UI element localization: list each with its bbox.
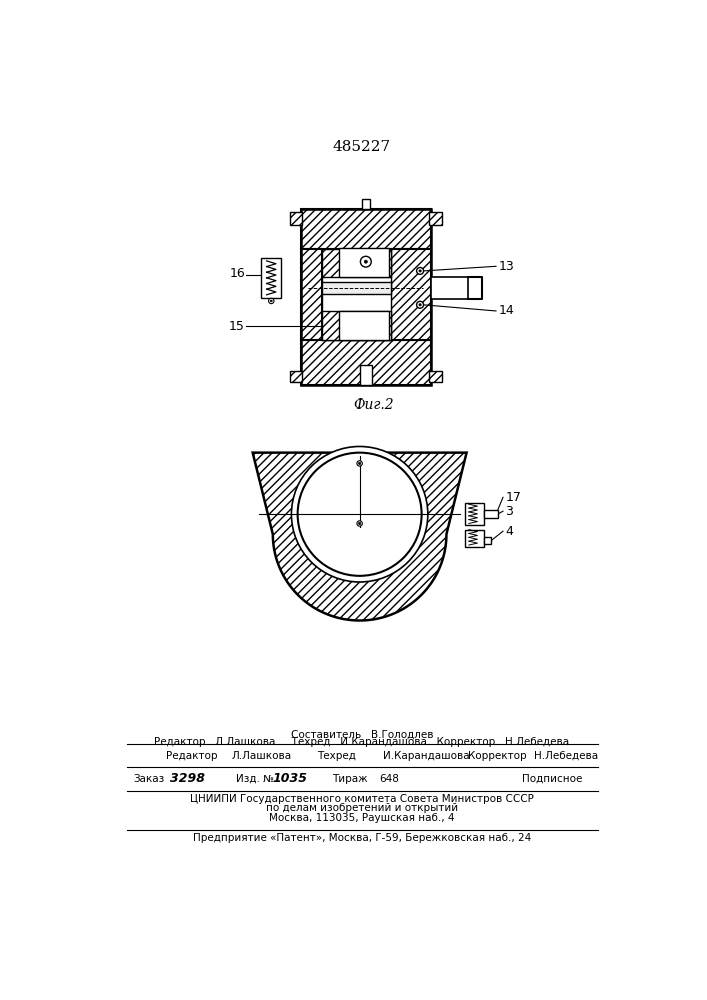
Bar [484, 537, 491, 544]
Text: ЦНИИПИ Государственного комитета Совета Министров СССР: ЦНИИПИ Государственного комитета Совета … [190, 794, 534, 804]
Bar [290, 371, 303, 382]
Bar [429, 212, 442, 225]
Circle shape [358, 522, 361, 525]
Text: 13: 13 [499, 260, 515, 273]
Bar [429, 371, 442, 382]
Circle shape [419, 270, 421, 272]
Text: 17: 17 [506, 491, 521, 504]
Bar [339, 311, 389, 340]
Bar [261, 258, 281, 298]
Bar [339, 248, 389, 277]
Circle shape [361, 256, 371, 267]
Text: 1035: 1035 [272, 772, 307, 785]
Text: Фиг.2: Фиг.2 [354, 398, 394, 412]
Circle shape [270, 300, 272, 302]
Text: Москва, 113035, Раушская наб., 4: Москва, 113035, Раушская наб., 4 [269, 813, 455, 823]
Text: Предприятие «Патент», Москва, Г-59, Бережковская наб., 24: Предприятие «Патент», Москва, Г-59, Бере… [193, 833, 531, 843]
Text: Подписное: Подписное [522, 774, 583, 784]
Circle shape [416, 267, 423, 274]
Bar [322, 282, 391, 294]
Bar [290, 212, 303, 225]
Text: Н.Лебедева: Н.Лебедева [534, 751, 598, 761]
Circle shape [357, 521, 363, 526]
Circle shape [364, 260, 368, 263]
Bar [300, 209, 431, 385]
Circle shape [419, 304, 421, 306]
Circle shape [357, 461, 363, 466]
Bar [391, 249, 431, 340]
Bar [300, 340, 431, 385]
Circle shape [416, 301, 423, 308]
Bar [360, 365, 372, 385]
Text: 485227: 485227 [333, 140, 391, 154]
Text: И.Карандашова: И.Карандашова [383, 751, 469, 761]
Text: 3298: 3298 [170, 772, 205, 785]
Polygon shape [252, 453, 467, 620]
Bar [431, 277, 468, 299]
Text: Л.Лашкова: Л.Лашкова [232, 751, 292, 761]
Text: Составитель   В.Голодлев: Составитель В.Голодлев [291, 729, 433, 739]
Text: 648: 648 [379, 774, 399, 784]
Text: по делам изобретений и открытий: по делам изобретений и открытий [266, 803, 458, 813]
Text: Редактор: Редактор [166, 751, 217, 761]
Text: 15: 15 [229, 320, 245, 333]
Text: 14: 14 [499, 304, 515, 317]
Text: Корректор: Корректор [468, 751, 527, 761]
Circle shape [298, 453, 421, 576]
Bar [322, 249, 391, 340]
Text: Тираж: Тираж [332, 774, 368, 784]
Text: 3: 3 [506, 505, 513, 518]
Bar [465, 503, 484, 525]
Text: 16: 16 [229, 267, 245, 280]
Text: Редактор   Л.Лашкова     Техред   И.Карандашова   Корректор   Н.Лебедева: Редактор Л.Лашкова Техред И.Карандашова … [154, 737, 570, 747]
Text: Изд. №: Изд. № [235, 774, 274, 784]
Circle shape [358, 462, 361, 465]
Bar [300, 209, 431, 249]
Bar [362, 199, 370, 209]
Bar [322, 249, 391, 277]
Circle shape [291, 446, 428, 582]
Text: 4: 4 [506, 525, 513, 538]
Bar [300, 249, 322, 340]
Text: Техред: Техред [317, 751, 356, 761]
Text: Заказ: Заказ [134, 774, 165, 784]
Circle shape [269, 298, 274, 304]
Bar [484, 510, 498, 518]
Bar [465, 530, 484, 547]
Bar [322, 311, 391, 340]
Text: Фиг.3: Фиг.3 [347, 469, 387, 483]
